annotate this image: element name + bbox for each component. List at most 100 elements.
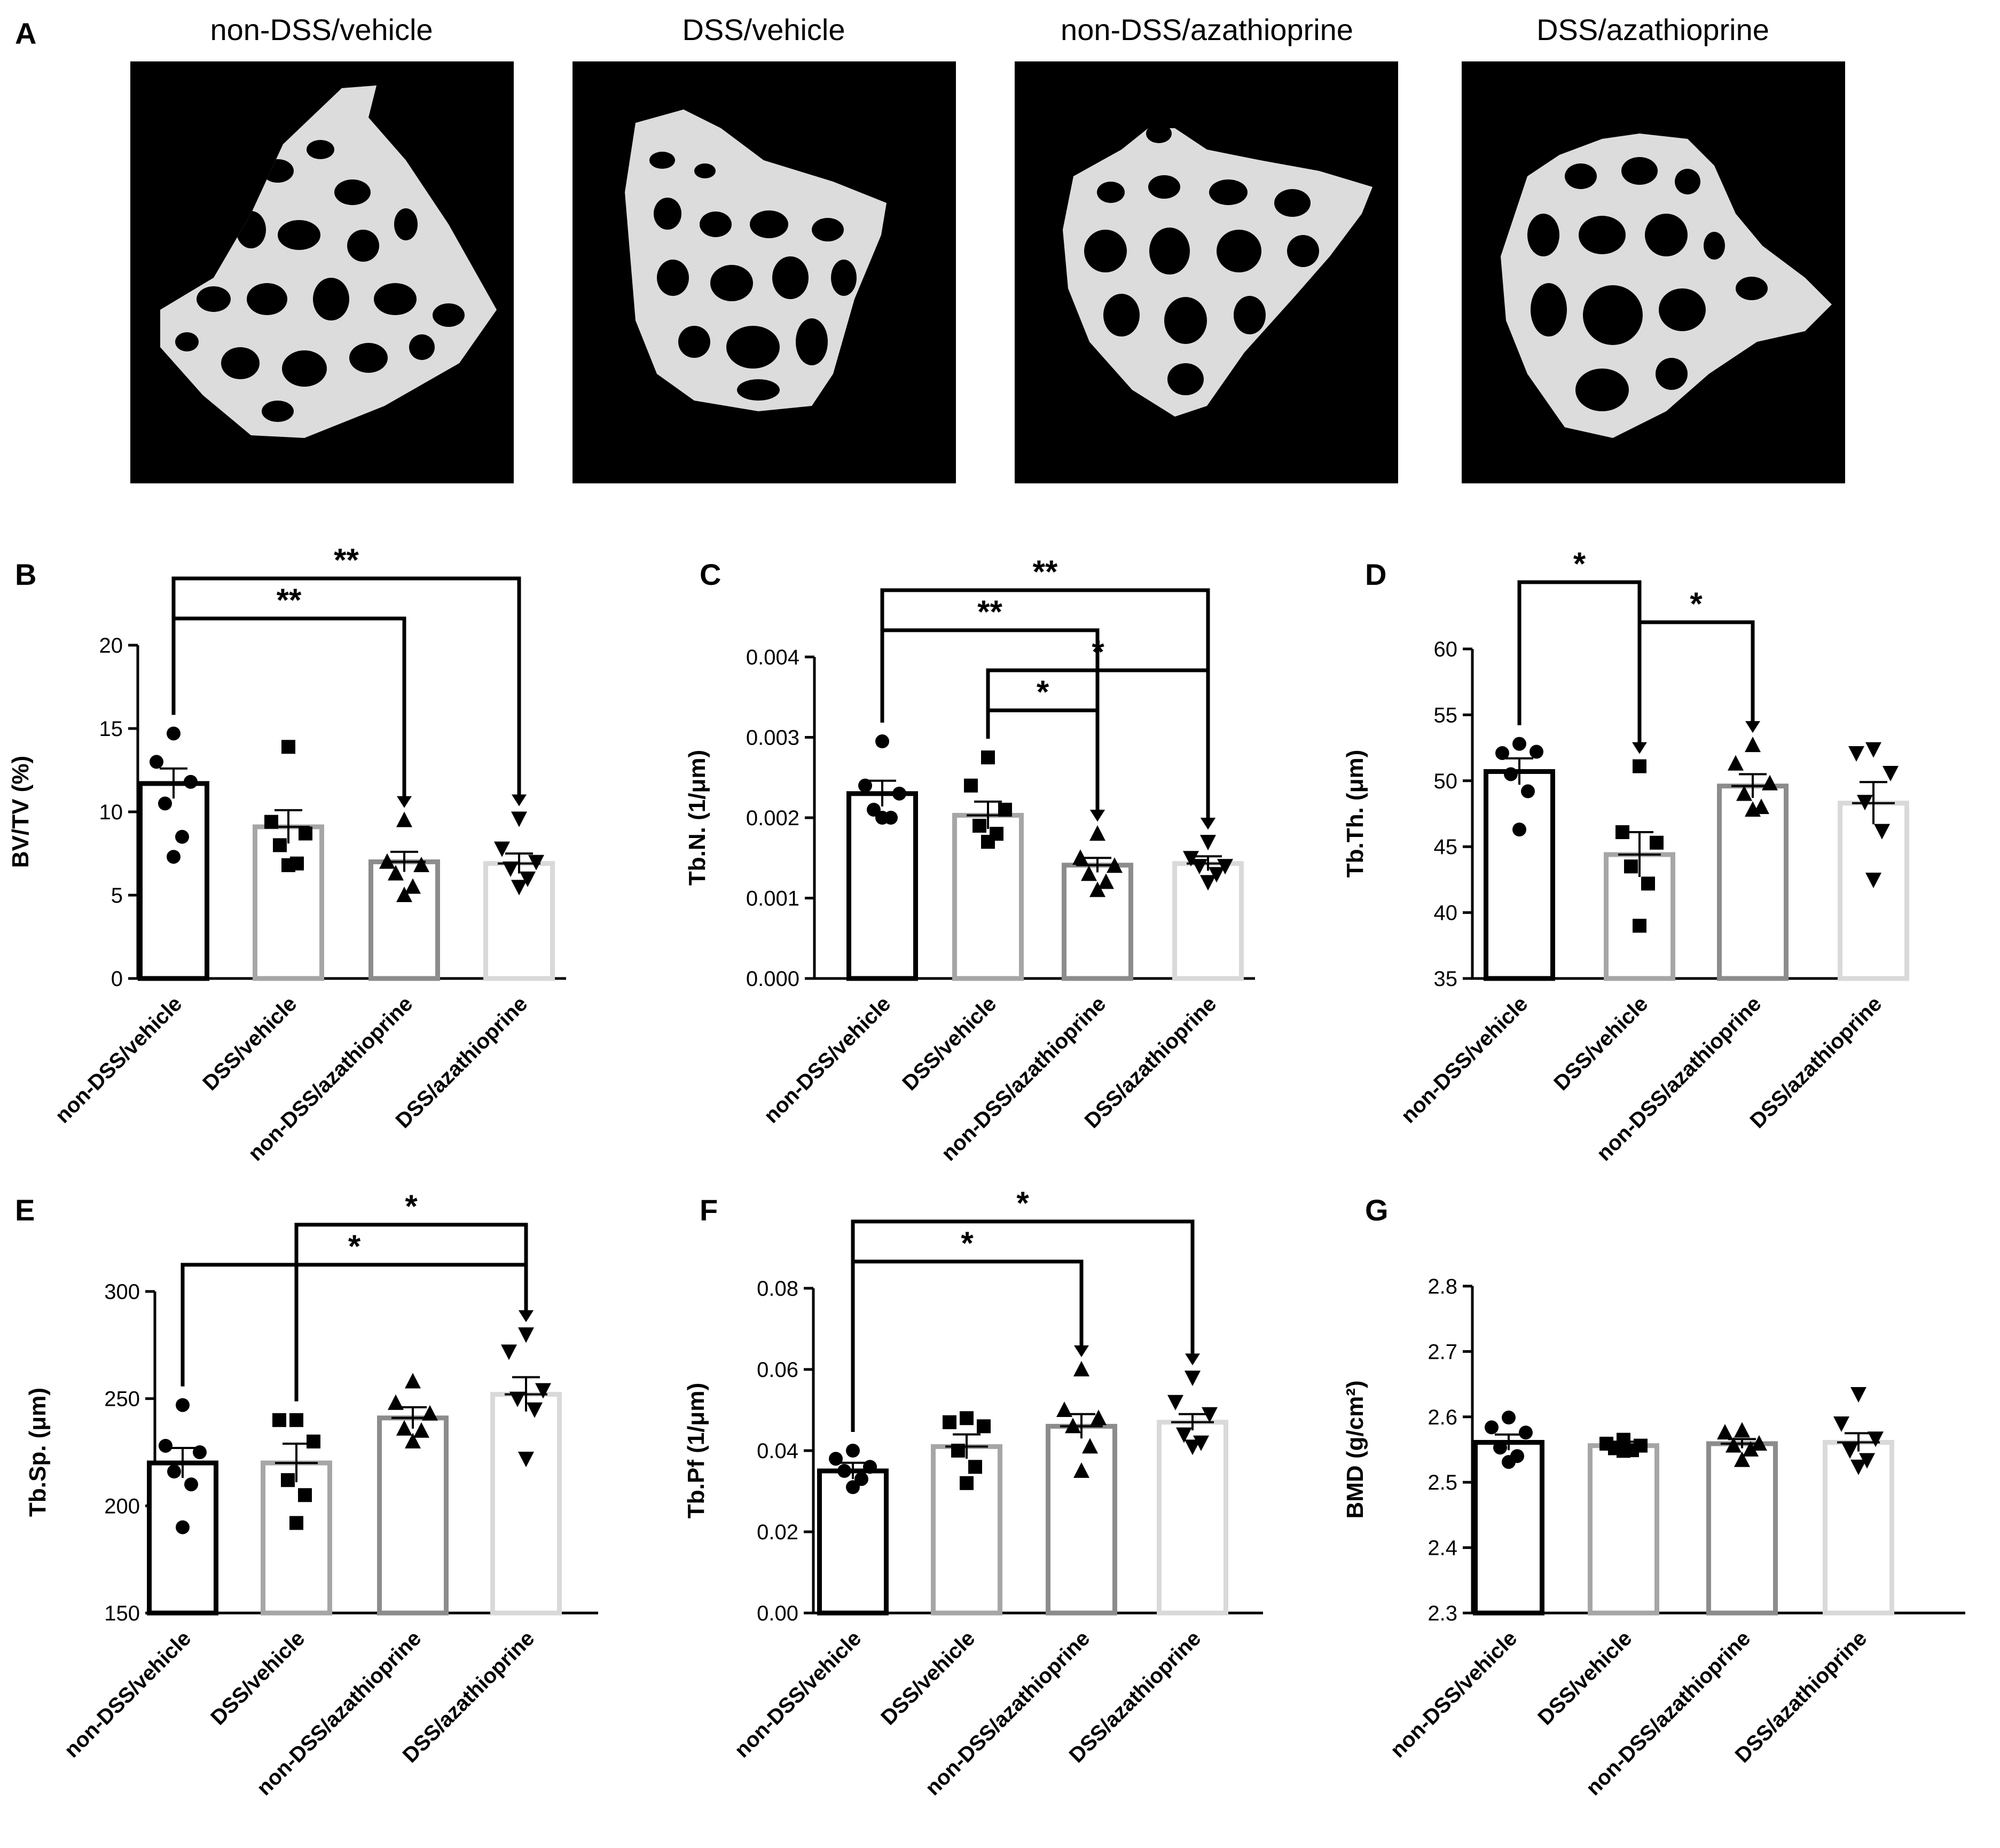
- panel-f-bracket-arrowhead: [1074, 1345, 1089, 1357]
- panel-b-significance-label: **: [277, 582, 302, 618]
- panel-b-data-point-circle-marker: [167, 726, 181, 741]
- panel-c-y-tick-label: 0.001: [746, 887, 799, 911]
- panel-d-data-point-triangle-up-marker: [1736, 785, 1752, 801]
- panel-e-data-point-square-marker: [281, 1473, 295, 1487]
- panel-a-letter: A: [15, 17, 36, 50]
- panel-f-data-point-circle-marker: [846, 1480, 860, 1494]
- panel-c-data-point-triangle-down-marker: [1200, 835, 1216, 851]
- panel-d-data-point-triangle-down-marker: [1874, 824, 1890, 840]
- panel-b-data-point-square-marker: [264, 815, 278, 829]
- panel-c-data-point-square-marker: [964, 778, 978, 793]
- panel-c-data-point-triangle-down-marker: [1191, 859, 1207, 875]
- panel-f-data-point-circle-marker: [829, 1452, 843, 1466]
- panel-b-x-tick-label-dss-vehicle: DSS/vehicle: [198, 992, 301, 1095]
- panel-e-y-tick-label: 150: [104, 1602, 140, 1625]
- panel-f-bracket-arrowhead: [1185, 1353, 1200, 1366]
- panel-d-x-tick-label-non-dss-vehicle: non-DSS/vehicle: [1397, 992, 1532, 1127]
- panel-f-y-label: Tb.Pf (1/μm): [683, 1383, 709, 1518]
- panel-g-bar-non-dss-azathioprine: [1706, 1441, 1778, 1616]
- panel-g-bar-non-dss-vehicle: [1473, 1440, 1544, 1616]
- panel-d-data-point-triangle-down-marker: [1857, 795, 1873, 811]
- panel-f-letter: F: [700, 1193, 718, 1227]
- panel-b-bar-non-dss-vehicle: [138, 781, 209, 981]
- panel-c-x-tick-label-dss-vehicle: DSS/vehicle: [898, 992, 1001, 1095]
- panel-d-y-tick-label: 50: [1434, 770, 1458, 793]
- panel-g-y-tick-label: 2.3: [1428, 1602, 1457, 1625]
- panel-e-data-point-circle-marker: [176, 1520, 190, 1534]
- panel-e-bar-dss-vehicle: [261, 1460, 332, 1616]
- panel-e-data-point-square-marker: [298, 1488, 312, 1502]
- panel-e-data-point-triangle-up-marker: [388, 1394, 404, 1410]
- panel-g-data-point-triangle-down-marker: [1868, 1431, 1884, 1447]
- panel-d-data-point-circle-marker: [1530, 745, 1543, 759]
- panel-e-chart: E 150 200 250 300 Tb.Sp. (μm) non-DSS/vehicle D…: [15, 1188, 598, 1800]
- panel-f-data-point-triangle-down-marker: [1202, 1407, 1218, 1423]
- panel-g-y-tick-label: 2.8: [1428, 1275, 1457, 1298]
- panel-c-data-point-triangle-up-marker: [1072, 849, 1088, 865]
- panel-c-data-point-square-marker: [981, 835, 995, 849]
- panel-d-letter: D: [1365, 558, 1386, 591]
- panel-d-data-point-circle-marker: [1512, 823, 1526, 837]
- panel-f-chart: F 0.00 0.02 0.04 0.06 0.08 Tb.Pf (1/μm) non-DSS…: [683, 1185, 1263, 1800]
- panel-f-data-point-circle-marker: [846, 1444, 860, 1458]
- panel-c-y-label: Tb.N. (1/μm): [684, 750, 710, 886]
- panel-f-y-tick-label: 0.06: [757, 1358, 798, 1382]
- panel-e-bracket-arrowhead: [519, 1310, 534, 1322]
- panel-d-y-tick-label: 35: [1434, 967, 1458, 991]
- panel-f-data-point-triangle-up-marker: [1056, 1401, 1072, 1417]
- panel-g-data-point-circle-marker: [1485, 1420, 1499, 1435]
- panel-e-data-point-circle-marker: [167, 1465, 181, 1479]
- panel-f-data-point-triangle-down-marker: [1193, 1435, 1209, 1451]
- panel-f-data-point-triangle-down-marker: [1185, 1439, 1201, 1455]
- panel-e-letter: E: [15, 1193, 35, 1227]
- panel-e-data-point-triangle-up-marker: [413, 1422, 429, 1438]
- panel-e-data-point-circle-marker: [159, 1438, 172, 1453]
- panel-f-data-point-triangle-up-marker: [1073, 1462, 1089, 1478]
- panel-b-bar-dss-vehicle: [253, 824, 324, 981]
- panel-b-bracket-arrowhead: [397, 796, 412, 808]
- panel-c-y-tick-label: 0.004: [746, 646, 799, 669]
- panel-d-data-point-triangle-down-marker: [1865, 742, 1881, 758]
- panel-e-data-point-triangle-down-marker: [518, 1452, 534, 1468]
- panel-e-data-point-triangle-down-marker: [518, 1327, 534, 1343]
- panel-f-data-point-square-marker: [960, 1411, 974, 1426]
- panel-f-y-tick-label: 0.02: [757, 1521, 798, 1544]
- panel-b-y-tick-label: 5: [111, 884, 123, 907]
- panel-e-significance-bracket: [294, 1223, 528, 1401]
- panel-b-y-tick-label: 0: [111, 967, 123, 991]
- panel-b-significance-bracket: [171, 576, 521, 800]
- panel-g-data-point-circle-marker: [1493, 1440, 1507, 1455]
- panel-c-data-point-circle-marker: [875, 811, 889, 825]
- panel-g-chart: G 2.3 2.4 2.5 2.6 2.7 2.8 BMD (g/cm²) non-DSS/ve…: [1342, 1193, 1965, 1800]
- panel-g-data-point-triangle-up-marker: [1734, 1422, 1750, 1438]
- panel-e-significance-label: *: [348, 1228, 361, 1264]
- panel-b-significance-bracket: [171, 616, 406, 802]
- panel-g-letter: G: [1365, 1193, 1389, 1227]
- panel-e-significance-label: *: [405, 1188, 418, 1224]
- panel-b-y-label: BV/TV (%): [7, 756, 34, 868]
- panel-b-data-point-triangle-down-marker: [494, 841, 510, 857]
- panel-g-data-point-triangle-down-marker: [1859, 1453, 1875, 1469]
- panel-d-significance-bracket: [1517, 580, 1642, 748]
- panel-d-data-point-square-marker: [1624, 859, 1638, 874]
- panel-d-data-point-square-marker: [1650, 835, 1664, 850]
- panel-e-x-tick-label-non-dss-vehicle: non-DSS/vehicle: [60, 1626, 195, 1762]
- panel-d-data-point-triangle-down-marker: [1883, 765, 1899, 781]
- panel-g-data-point-circle-marker: [1502, 1455, 1516, 1469]
- panel-c-y-tick-label: 0.000: [746, 967, 799, 991]
- panel-d-significance-label: *: [1573, 546, 1586, 582]
- panel-g-y-tick-label: 2.7: [1428, 1340, 1457, 1364]
- panel-f-data-point-square-marker: [977, 1419, 991, 1434]
- panel-b-data-point-triangle-down-marker: [511, 880, 527, 896]
- panel-b-data-point-square-marker: [299, 826, 312, 841]
- panel-b-bracket-arrowhead: [512, 794, 527, 806]
- panel-d-y-tick-label: 45: [1434, 835, 1458, 859]
- panel-c-data-point-square-marker: [981, 750, 995, 765]
- panel-b-data-point-circle-marker: [184, 774, 198, 789]
- panel-g-data-point-triangle-down-marker: [1850, 1387, 1866, 1403]
- panel-b-data-point-triangle-up-marker: [396, 811, 412, 827]
- panel-g-data-point-triangle-up-marker: [1726, 1437, 1742, 1453]
- panel-d-data-point-square-marker: [1633, 759, 1646, 773]
